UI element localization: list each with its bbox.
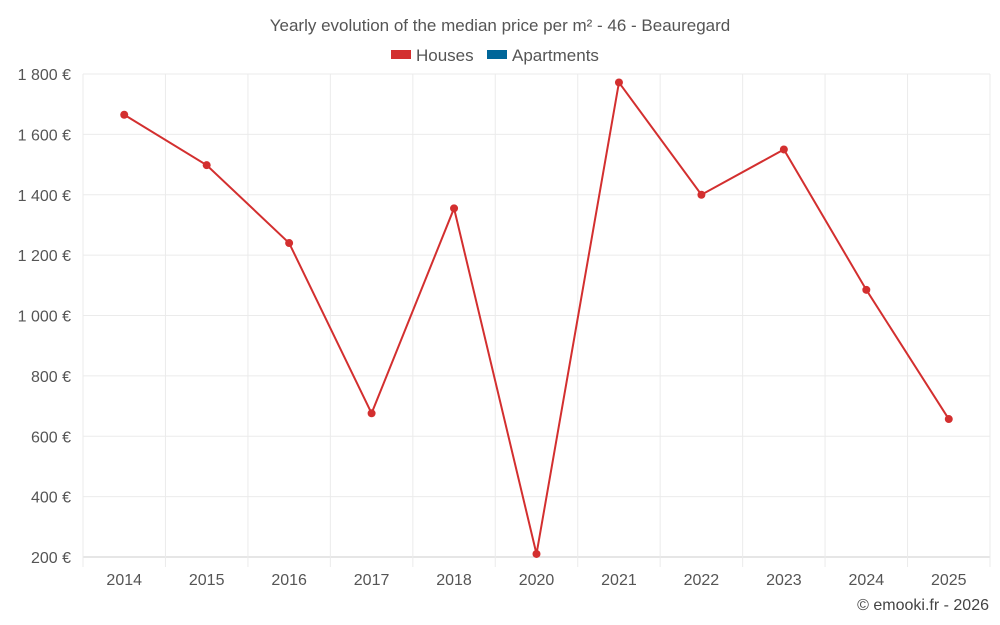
credit-text: © emooki.fr - 2026 [857,597,989,614]
x-tick-label: 2020 [519,572,555,589]
data-point-houses-2014[interactable] [120,110,129,119]
y-axis-labels: 200 € 400 € 600 € 800 € 1 000 € 1 200 € 1 400 … [18,67,71,567]
y-tick-label: 600 € [31,429,71,446]
x-tick-label: 2014 [106,572,142,589]
x-tick-label: 2022 [684,572,720,589]
legend-label-houses[interactable]: Houses [416,46,474,65]
legend-swatch-apartments[interactable] [487,50,507,59]
y-tick-label: 1 400 € [18,188,71,205]
y-tick-label: 800 € [31,369,71,386]
chart-title: Yearly evolution of the median price per… [270,16,731,35]
data-point-houses-2021[interactable] [614,78,623,87]
data-point-houses-2024[interactable] [862,285,871,294]
legend: Houses Apartments [391,46,599,65]
data-point-houses-2017[interactable] [367,409,376,418]
y-gridlines [83,73,990,558]
data-point-houses-2025[interactable] [944,415,953,424]
legend-label-apartments[interactable]: Apartments [512,46,599,65]
x-tick-label: 2016 [271,572,307,589]
y-tick-label: 1 000 € [18,309,71,326]
x-axis-labels: 2014 2015 2016 2017 2018 2020 2021 2022 2023 2024… [106,572,966,589]
x-tick-label: 2017 [354,572,390,589]
y-tick-label: 1 800 € [18,67,71,84]
x-tick-label: 2015 [189,572,225,589]
data-point-houses-2018[interactable] [450,204,459,213]
x-tick-label: 2021 [601,572,637,589]
data-point-houses-2016[interactable] [285,239,294,248]
data-point-houses-2015[interactable] [202,161,211,170]
y-tick-label: 1 200 € [18,248,71,265]
x-tick-label: 2024 [849,572,885,589]
x-tick-label: 2018 [436,572,472,589]
data-point-houses-2020[interactable] [532,549,541,558]
x-gridlines [82,74,991,567]
x-tick-label: 2025 [931,572,967,589]
x-tick-label: 2023 [766,572,802,589]
legend-swatch-houses[interactable] [391,50,411,59]
data-point-houses-2022[interactable] [697,190,706,199]
y-tick-label: 400 € [31,490,71,507]
y-tick-label: 1 600 € [18,127,71,144]
data-point-houses-2023[interactable] [779,145,788,154]
y-tick-label: 200 € [31,550,71,567]
series-layer [120,78,953,558]
